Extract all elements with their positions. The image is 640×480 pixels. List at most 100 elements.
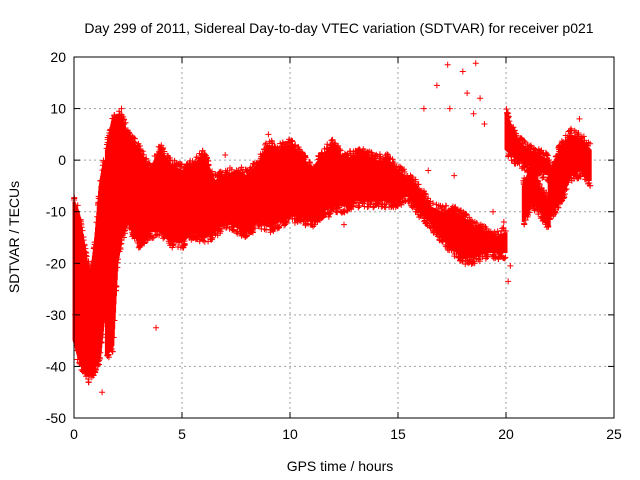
data-point: [106, 127, 113, 134]
data-point: [435, 202, 442, 209]
data-point: [209, 168, 216, 175]
data-point: [344, 154, 351, 161]
data-point: [481, 223, 488, 230]
data-point: [184, 161, 191, 168]
data-point: [324, 206, 331, 213]
data-point: [239, 169, 246, 176]
data-point: [426, 200, 433, 207]
data-point: [226, 164, 233, 171]
data-point: [199, 147, 206, 154]
data-point: [429, 225, 436, 232]
data-point: [382, 154, 389, 161]
y-tick-label: -20: [46, 255, 66, 271]
data-point: [143, 160, 150, 167]
data-point: [321, 145, 328, 152]
y-tick-label: -30: [46, 307, 66, 323]
data-point: [234, 168, 241, 175]
data-point: [497, 250, 504, 257]
data-band: [407, 175, 508, 259]
data-point: [94, 362, 101, 369]
outlier-point: [420, 105, 427, 112]
data-point: [289, 143, 296, 150]
data-point: [328, 137, 335, 144]
data-point: [262, 141, 269, 148]
outlier-point: [153, 324, 160, 331]
data-point: [181, 240, 188, 247]
data-point: [508, 157, 515, 164]
data-point: [357, 149, 364, 156]
data-point: [556, 142, 563, 149]
data-point: [122, 119, 129, 126]
data-point: [154, 231, 161, 238]
data-point: [110, 334, 117, 341]
data-point: [391, 198, 398, 205]
data-point: [586, 179, 593, 186]
data-point: [521, 220, 528, 227]
data-point: [288, 137, 295, 144]
data-point: [146, 160, 153, 167]
data-point: [223, 224, 230, 231]
data-point: [490, 251, 497, 258]
data-point: [516, 160, 523, 167]
data-point: [504, 110, 511, 117]
data-point: [254, 159, 261, 166]
data-point: [306, 159, 313, 166]
data-point: [544, 193, 551, 200]
data-point: [301, 153, 308, 160]
data-point: [103, 141, 110, 148]
data-point: [145, 231, 152, 238]
data-point: [223, 171, 230, 178]
data-point: [341, 208, 348, 215]
data-point: [285, 214, 292, 221]
data-point: [384, 151, 391, 158]
data-point: [504, 114, 511, 121]
data-point: [585, 177, 592, 184]
data-point: [453, 250, 460, 257]
data-point: [457, 257, 464, 264]
data-point: [536, 149, 543, 156]
data-point: [215, 225, 222, 232]
data-point: [207, 236, 214, 243]
data-point: [562, 186, 569, 193]
data-point: [413, 206, 420, 213]
data-point: [574, 133, 581, 140]
y-tick-label: 20: [50, 49, 66, 65]
data-point: [367, 149, 374, 156]
data-point: [148, 234, 155, 241]
data-point: [531, 207, 538, 214]
data-point: [274, 221, 281, 228]
data-point: [581, 137, 588, 144]
data-point: [580, 133, 587, 140]
data-point: [406, 197, 413, 204]
data-point: [545, 224, 552, 231]
data-point: [525, 169, 532, 176]
data-point: [376, 155, 383, 162]
data-point: [108, 346, 115, 353]
data-point: [76, 359, 83, 366]
data-point: [484, 251, 491, 258]
data-point: [88, 260, 95, 267]
data-point: [105, 132, 112, 139]
outlier-point: [459, 68, 466, 75]
data-point: [113, 283, 120, 290]
data-point: [99, 331, 106, 338]
data-point: [295, 144, 302, 151]
data-point: [99, 162, 106, 169]
data-point: [441, 206, 448, 213]
outlier-point: [433, 82, 440, 89]
y-tick-label: 10: [50, 101, 66, 117]
data-point: [531, 168, 538, 175]
data-point: [536, 181, 543, 188]
data-point: [104, 352, 111, 359]
data-point: [196, 150, 203, 157]
data-point: [176, 163, 183, 170]
data-point: [495, 255, 502, 262]
data-point: [134, 143, 141, 150]
data-point: [385, 198, 392, 205]
outlier-point: [425, 167, 432, 174]
data-point: [407, 196, 414, 203]
outlier-point: [464, 90, 471, 97]
data-point: [180, 244, 187, 251]
data-point: [172, 162, 179, 169]
